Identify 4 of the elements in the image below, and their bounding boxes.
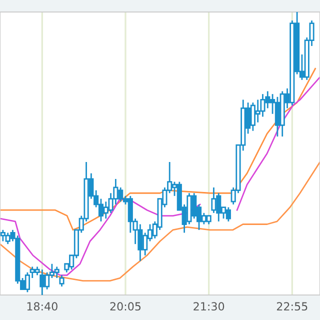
x-tick-label: 22:55 [276,302,308,311]
x-tick-label: 21:30 [194,302,224,311]
x-tick-label: 20:05 [110,302,141,311]
x-tick-label: 18:40 [27,302,58,311]
